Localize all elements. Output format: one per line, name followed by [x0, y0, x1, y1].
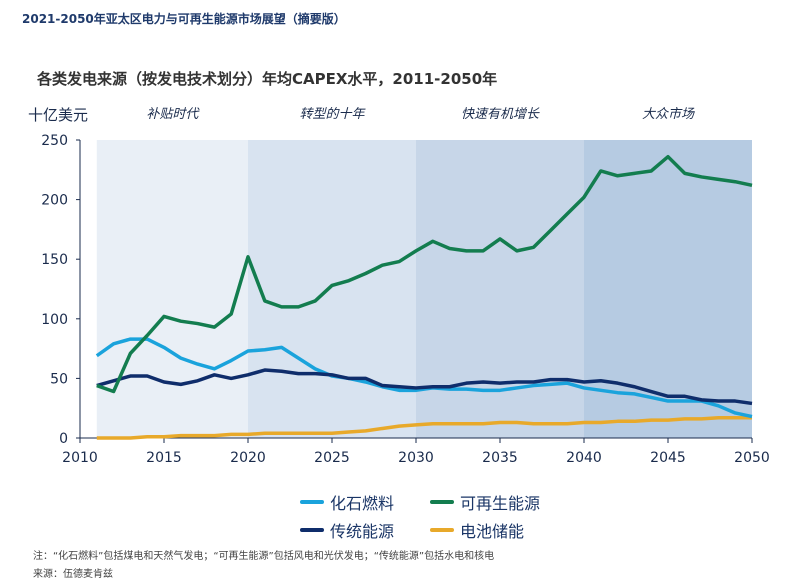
y-tick-label: 250 — [41, 133, 68, 149]
x-tick-label: 2045 — [650, 450, 686, 466]
legend-item: 可再生能源 — [430, 490, 570, 514]
series-line-0 — [95, 337, 753, 419]
x-tick-label: 2035 — [482, 450, 518, 466]
y-tick-label: 100 — [41, 312, 68, 328]
legend-item: 电池储能 — [430, 518, 570, 542]
report-header: 2021-2050年亚太区电力与可再生能源市场展望（摘要版） — [22, 12, 346, 26]
y-tick-label: 200 — [41, 193, 68, 209]
footnote: 注：“化石燃料”包括煤电和天然气发电；“可再生能源”包括风电和光伏发电；“传统能… — [33, 548, 494, 584]
series-line-2 — [96, 368, 753, 406]
y-tick-label: 150 — [41, 252, 68, 268]
legend: 化石燃料 可再生能源 传统能源 电池储能 — [300, 490, 570, 542]
period-label: 大众市场 — [642, 106, 695, 122]
x-tick-label: 2050 — [734, 450, 770, 466]
x-tick-label: 2025 — [314, 450, 350, 466]
x-tick-label: 2015 — [146, 450, 182, 466]
legend-swatch — [430, 500, 454, 504]
legend-label: 化石燃料 — [330, 494, 395, 513]
legend-swatch — [300, 500, 324, 504]
legend-swatch — [430, 528, 454, 532]
period-band — [96, 140, 248, 438]
y-axis-label: 十亿美元 — [28, 106, 89, 124]
chart-title: 各类发电来源（按发电技术划分）年均CAPEX水平，2011-2050年 — [37, 70, 498, 88]
source-text: 来源：伍德麦肯兹 — [33, 569, 113, 580]
legend-label: 传统能源 — [330, 522, 395, 541]
legend-item: 传统能源 — [300, 518, 430, 542]
note-text: 注：“化石燃料”包括煤电和天然气发电；“可再生能源”包括风电和光伏发电；“传统能… — [33, 551, 495, 562]
x-tick-label: 2020 — [230, 450, 266, 466]
period-label: 快速有机增长 — [461, 107, 540, 122]
legend-item: 化石燃料 — [300, 490, 430, 514]
legend-swatch — [300, 528, 324, 532]
period-band — [248, 140, 416, 438]
period-band — [416, 140, 584, 438]
x-tick-label: 2040 — [566, 450, 602, 466]
y-tick-label: 0 — [59, 431, 68, 447]
series-line-3 — [96, 415, 752, 440]
legend-label: 可再生能源 — [460, 494, 541, 513]
y-tick-label: 50 — [50, 371, 68, 387]
x-tick-label: 2010 — [62, 450, 98, 466]
legend-label: 电池储能 — [460, 522, 525, 541]
period-label: 补贴时代 — [146, 107, 200, 122]
series-line-1 — [96, 154, 753, 394]
period-label: 转型的十年 — [299, 107, 366, 122]
period-band — [584, 140, 752, 438]
x-tick-label: 2030 — [398, 450, 434, 466]
